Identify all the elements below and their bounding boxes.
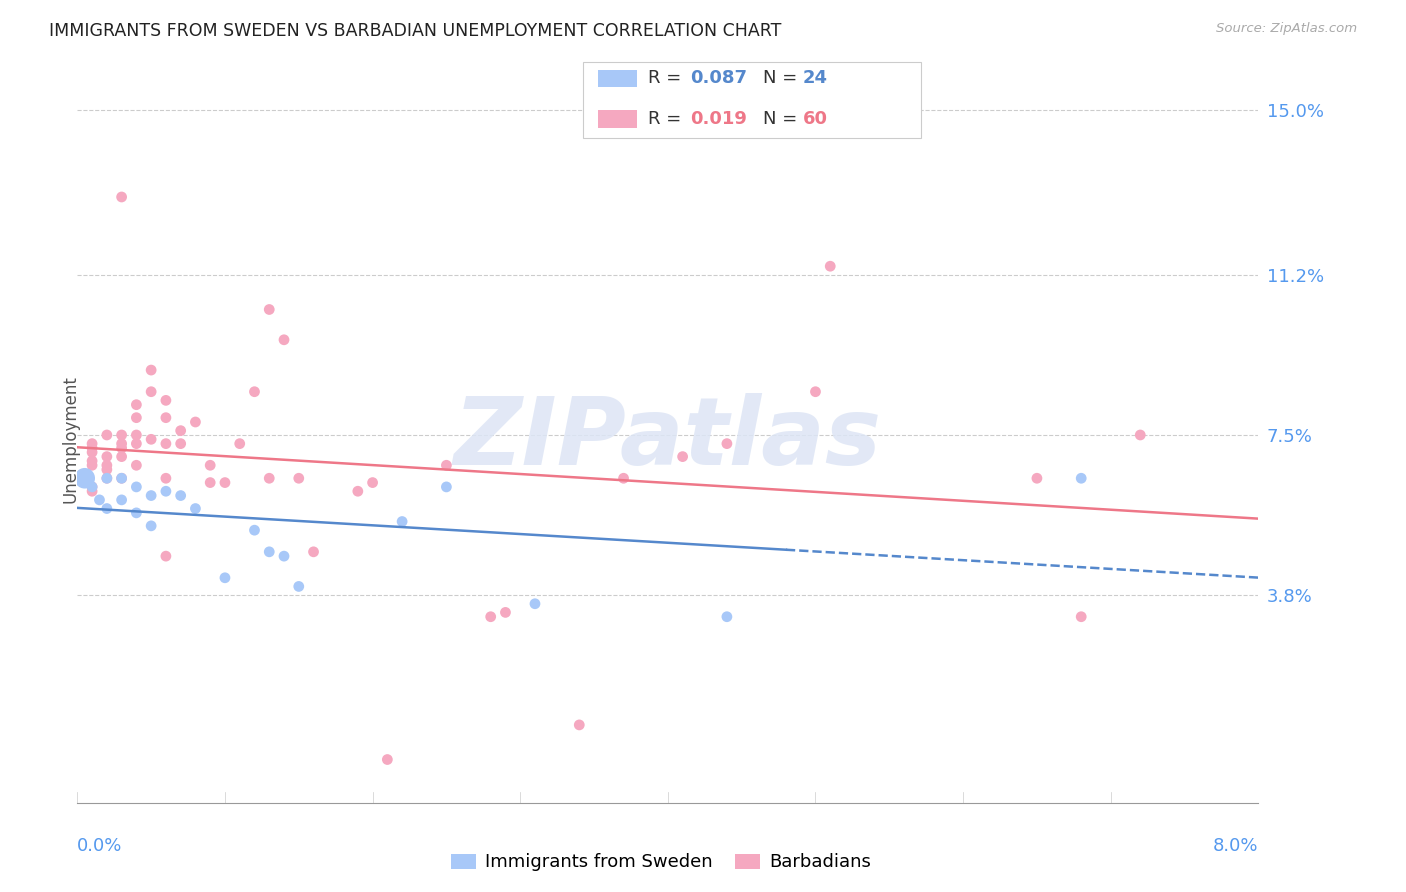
Point [141, 489, 163, 503]
Point [96, 450, 118, 464]
Point [346, 484, 368, 499]
Text: N =: N = [763, 110, 803, 128]
Point [111, 471, 132, 485]
Text: N =: N = [763, 70, 803, 87]
Point [155, 410, 177, 425]
Point [141, 384, 163, 399]
Point [436, 480, 458, 494]
Point [524, 597, 547, 611]
Point [479, 609, 502, 624]
Point [96, 458, 118, 473]
Point [361, 475, 384, 490]
Point [716, 609, 738, 624]
Point [125, 458, 148, 473]
Point [1070, 609, 1092, 624]
Point [125, 506, 148, 520]
Point [273, 333, 295, 347]
Point [1129, 428, 1152, 442]
Point [125, 398, 148, 412]
Point [111, 428, 132, 442]
Point [243, 523, 266, 537]
Point [96, 501, 118, 516]
Text: 8.0%: 8.0% [1213, 838, 1258, 855]
Point [155, 393, 177, 408]
Point [184, 501, 207, 516]
Point [125, 480, 148, 494]
Text: 0.087: 0.087 [690, 70, 748, 87]
Point [1026, 471, 1049, 485]
Text: 24: 24 [803, 70, 828, 87]
Point [155, 436, 177, 450]
Point [82, 480, 104, 494]
Point [111, 436, 132, 450]
Point [169, 489, 191, 503]
Text: R =: R = [648, 70, 688, 87]
Point [89, 492, 111, 507]
Point [716, 436, 738, 450]
Point [96, 428, 118, 442]
Text: ZIPatlas: ZIPatlas [454, 393, 882, 485]
Point [214, 475, 236, 490]
Point [288, 471, 311, 485]
Point [568, 718, 591, 732]
Point [125, 428, 148, 442]
Point [141, 363, 163, 377]
Point [111, 492, 132, 507]
Point [436, 458, 458, 473]
Point [214, 571, 236, 585]
Point [273, 549, 295, 563]
Point [184, 415, 207, 429]
Text: R =: R = [648, 110, 688, 128]
Legend: Immigrants from Sweden, Barbadians: Immigrants from Sweden, Barbadians [444, 847, 877, 879]
Point [141, 433, 163, 447]
Point [155, 549, 177, 563]
Point [302, 545, 325, 559]
Point [96, 462, 118, 476]
Point [82, 454, 104, 468]
Point [111, 450, 132, 464]
Point [82, 441, 104, 455]
Point [82, 436, 104, 450]
Text: Source: ZipAtlas.com: Source: ZipAtlas.com [1216, 22, 1357, 36]
Point [125, 410, 148, 425]
Point [804, 384, 827, 399]
Point [169, 436, 191, 450]
Point [96, 471, 118, 485]
Point [141, 519, 163, 533]
Text: 60: 60 [803, 110, 828, 128]
Point [613, 471, 636, 485]
Point [288, 579, 311, 593]
Point [96, 471, 118, 485]
Point [82, 480, 104, 494]
Text: IMMIGRANTS FROM SWEDEN VS BARBADIAN UNEMPLOYMENT CORRELATION CHART: IMMIGRANTS FROM SWEDEN VS BARBADIAN UNEM… [49, 22, 782, 40]
Point [259, 471, 281, 485]
Point [82, 445, 104, 459]
Point [169, 424, 191, 438]
Point [377, 752, 399, 766]
Point [111, 471, 132, 485]
Point [111, 190, 132, 204]
Point [73, 471, 96, 485]
Y-axis label: Unemployment: Unemployment [62, 376, 79, 503]
Point [1070, 471, 1092, 485]
Point [155, 484, 177, 499]
Point [125, 436, 148, 450]
Text: 0.0%: 0.0% [77, 838, 122, 855]
Point [82, 458, 104, 473]
Point [495, 606, 517, 620]
Point [259, 302, 281, 317]
Point [672, 450, 695, 464]
Point [259, 545, 281, 559]
Point [228, 436, 252, 450]
Text: 0.019: 0.019 [690, 110, 747, 128]
Point [66, 471, 89, 485]
Point [200, 458, 222, 473]
Point [111, 441, 132, 455]
Point [82, 484, 104, 499]
Point [200, 475, 222, 490]
Point [155, 471, 177, 485]
Point [818, 259, 841, 273]
Point [391, 515, 413, 529]
Point [243, 384, 266, 399]
